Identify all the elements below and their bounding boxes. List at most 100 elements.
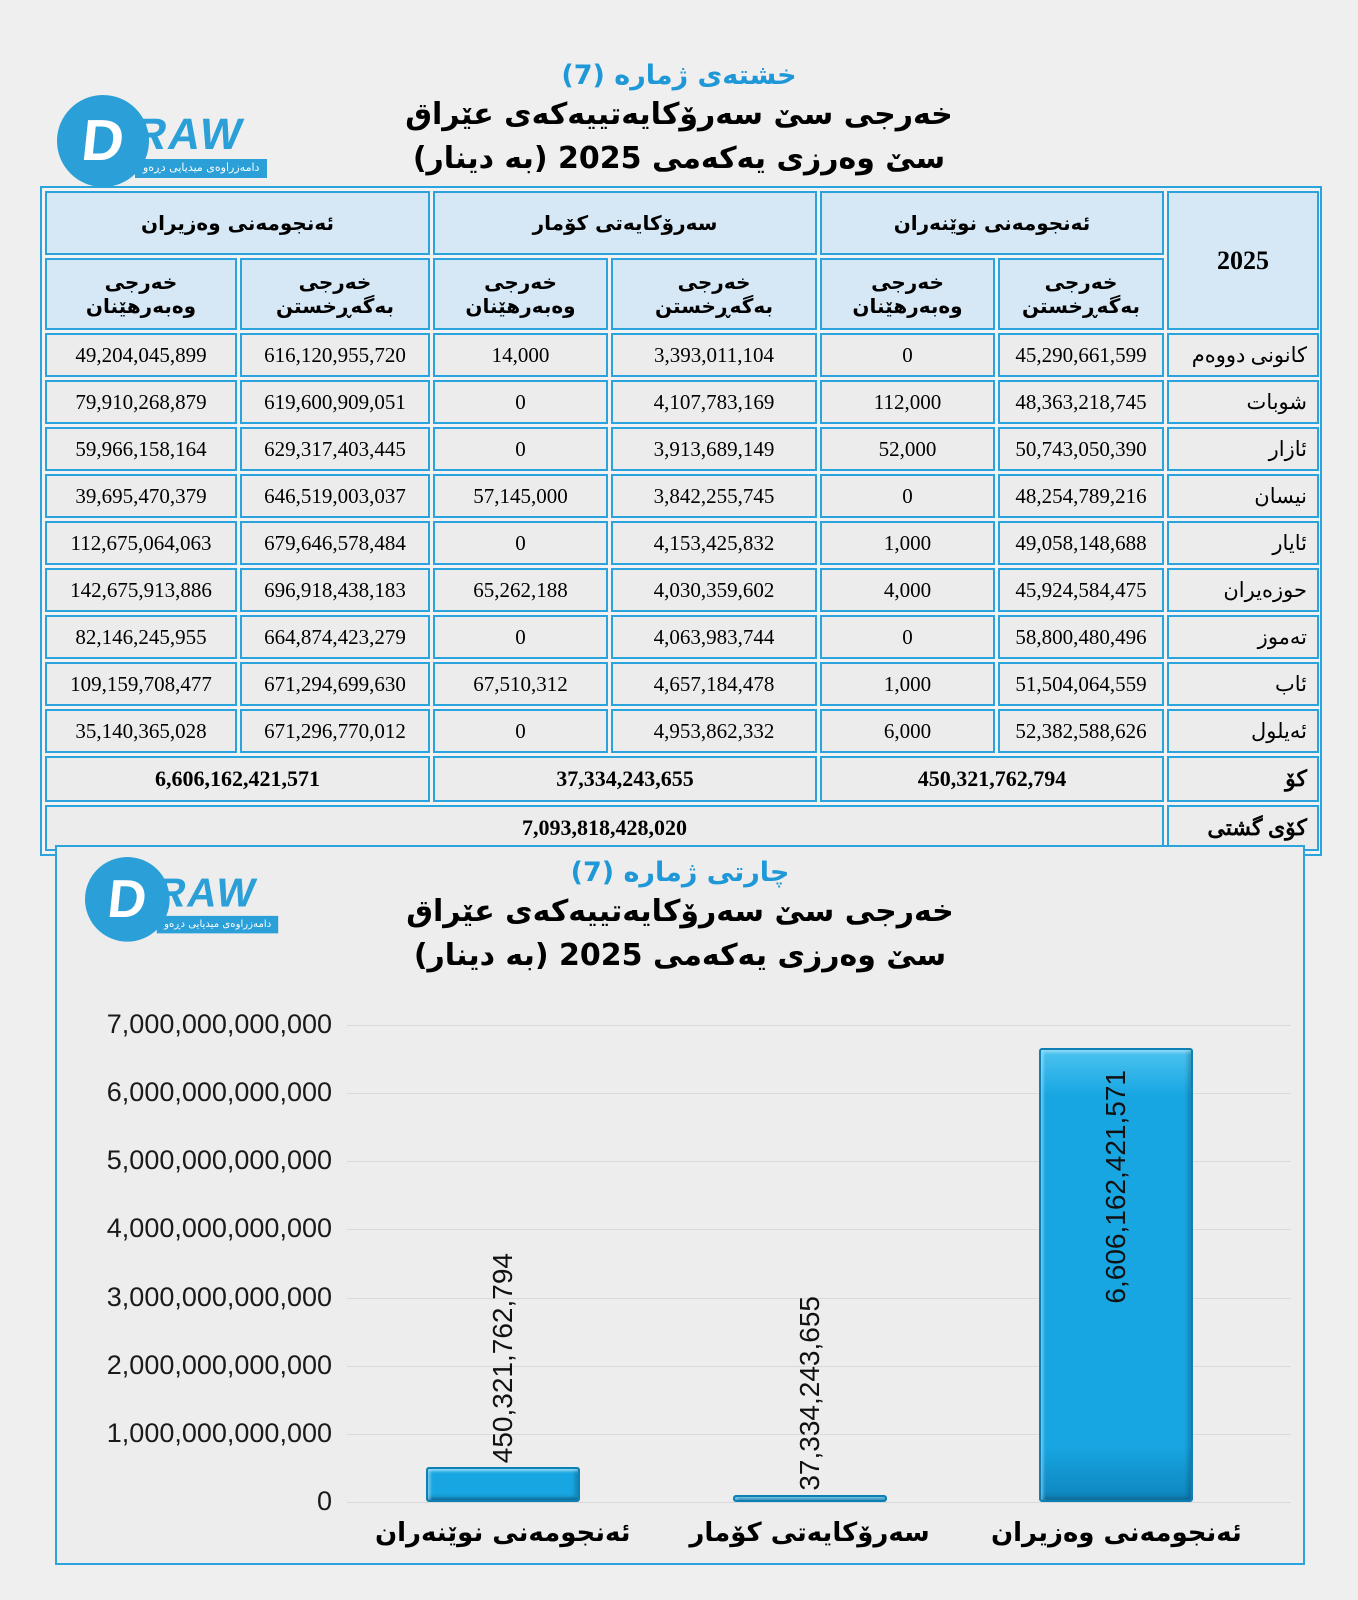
y-tick-label: 0 xyxy=(316,1486,332,1516)
gridline xyxy=(347,1161,1291,1163)
expenditure-table: ئەنجومەنی وەزیران سەرۆکایەتی کۆمار ئەنجو… xyxy=(42,188,1322,854)
month-cell: ئازار xyxy=(1167,427,1320,471)
table-cell: 65,262,188 xyxy=(433,568,609,612)
sub-header-wazeran-operate: خەرجی بەگەڕخستن xyxy=(240,258,431,330)
table-cell: 49,204,045,899 xyxy=(45,333,237,377)
table-cell: 3,842,255,745 xyxy=(611,474,818,518)
table-cell: 619,600,909,051 xyxy=(240,380,431,424)
expenditure-table-wrap: ئەنجومەنی وەزیران سەرۆکایەتی کۆمار ئەنجو… xyxy=(40,186,1322,856)
month-cell: حوزەیران xyxy=(1167,568,1320,612)
month-cell: کانونی دووەم xyxy=(1167,333,1320,377)
table-cell: 57,145,000 xyxy=(433,474,609,518)
table-cell: 45,290,661,599 xyxy=(998,333,1165,377)
table-title-line1: خەرجی سێ سەرۆکایەتییەکەی عێراق xyxy=(405,97,953,133)
table-cell: 679,646,578,484 xyxy=(240,521,431,565)
table-cell: 4,063,983,744 xyxy=(611,615,818,659)
total-nweneran: 450,321,762,794 xyxy=(820,756,1165,802)
table-cell: 49,058,148,688 xyxy=(998,521,1165,565)
bar-2 xyxy=(732,1495,887,1502)
table-body: 49,204,045,899 616,120,955,720 14,000 3,393… xyxy=(45,333,1320,753)
gridline xyxy=(347,1025,1291,1026)
chart-box: D RAW دامەزراوەی میدیایی دڕەو چارتی ژمار… xyxy=(55,845,1305,1565)
bar-chart-plot: 450,321,762,794 37,334,243,655 6,606,162,4… xyxy=(347,1025,1291,1503)
table-cell: 616,120,955,720 xyxy=(240,333,431,377)
table-cell: 51,504,064,559 xyxy=(998,662,1165,706)
table-cell: 0 xyxy=(433,427,609,471)
y-tick-label: 5,000,000,000,000 xyxy=(106,1145,332,1176)
table-cell: 67,510,312 xyxy=(433,662,609,706)
table-cell: 0 xyxy=(433,521,609,565)
totals-row-label: کۆ xyxy=(1167,756,1320,802)
month-cell: ئاب xyxy=(1167,662,1320,706)
gridline xyxy=(347,1229,1291,1231)
sub-header-nweneran-operate: خەرجی بەگەڕخستن xyxy=(998,258,1165,330)
chart-title-line2: سێ وەرزی یەکەمی 2025 (بە دینار) xyxy=(413,937,947,973)
x-axis-category-label: ئەنجومەنی وەزیران xyxy=(990,1518,1242,1548)
table-cell: 4,000 xyxy=(820,568,996,612)
table-cell: 4,657,184,478 xyxy=(611,662,818,706)
chart-badge-title: چارتی ژماره (7) xyxy=(570,857,790,888)
table-cell: 646,519,003,037 xyxy=(240,474,431,518)
table-title-line2: سێ وەرزی یەکەمی 2025 (بە دینار) xyxy=(412,140,946,176)
table-row: 82,146,245,955 664,874,423,279 0 4,063,983,… xyxy=(45,615,1320,659)
draw-logo-tagline: دامەزراوەی میدیایی دڕەو xyxy=(135,159,268,178)
table-cell: 1,000 xyxy=(820,521,996,565)
y-tick-label: 6,000,000,000,000 xyxy=(106,1077,332,1108)
month-cell: ئەیلول xyxy=(1167,709,1320,753)
table-row: 59,966,158,164 629,317,403,445 0 3,913,689,… xyxy=(45,427,1320,471)
table-cell: 39,695,470,379 xyxy=(45,474,237,518)
draw-logo-disc: D xyxy=(57,95,149,187)
bar-3 xyxy=(1039,1047,1194,1502)
table-row: 49,204,045,899 616,120,955,720 14,000 3,393… xyxy=(45,333,1320,377)
totals-row: 6,606,162,421,571 37,334,243,655 450,321… xyxy=(45,756,1320,802)
month-cell: شوبات xyxy=(1167,380,1320,424)
total-komar: 37,334,243,655 xyxy=(433,756,818,802)
group-header-komar: سەرۆکایەتی کۆمار xyxy=(433,191,818,255)
table-cell: 4,953,862,332 xyxy=(611,709,818,753)
sub-header-nweneran-invest: خەرجی وەبەرهێنان xyxy=(820,258,996,330)
month-cell: ئایار xyxy=(1167,521,1320,565)
table-cell: 0 xyxy=(820,474,996,518)
table-badge-title: خشتەی ژماره (7) xyxy=(561,60,797,91)
total-wazeran: 6,606,162,421,571 xyxy=(45,756,431,802)
table-cell: 14,000 xyxy=(433,333,609,377)
table-cell: 629,317,403,445 xyxy=(240,427,431,471)
table-cell: 52,382,588,626 xyxy=(998,709,1165,753)
table-cell: 696,918,438,183 xyxy=(240,568,431,612)
table-cell: 112,000 xyxy=(820,380,996,424)
table-cell: 0 xyxy=(433,380,609,424)
table-row: 79,910,268,879 619,600,909,051 0 4,107,783,… xyxy=(45,380,1320,424)
table-cell: 4,030,359,602 xyxy=(611,568,818,612)
gridline xyxy=(347,1093,1291,1095)
table-cell: 109,159,708,477 xyxy=(45,662,237,706)
table-cell: 35,140,365,028 xyxy=(45,709,237,753)
table-cell: 48,254,789,216 xyxy=(998,474,1165,518)
table-cell: 671,296,770,012 xyxy=(240,709,431,753)
table-cell: 59,966,158,164 xyxy=(45,427,237,471)
table-row: 142,675,913,886 696,918,438,183 65,262,188… xyxy=(45,568,1320,612)
year-header: 2025 xyxy=(1167,191,1320,330)
y-tick-label: 2,000,000,000,000 xyxy=(106,1349,332,1380)
group-header-nweneran: ئەنجومەنی نوێنەران xyxy=(820,191,1165,255)
gridline xyxy=(347,1365,1291,1367)
sub-header-komar-operate: خەرجی بەگەڕخستن xyxy=(611,258,818,330)
table-cell: 4,153,425,832 xyxy=(611,521,818,565)
table-cell: 58,800,480,496 xyxy=(998,615,1165,659)
table-cell: 6,000 xyxy=(820,709,996,753)
bar-1 xyxy=(425,1467,580,1502)
table-cell: 52,000 xyxy=(820,427,996,471)
table-cell: 50,743,050,390 xyxy=(998,427,1165,471)
draw-logo-tagline: دامەزراوەی میدیایی دڕەو xyxy=(156,915,279,933)
table-cell: 0 xyxy=(820,615,996,659)
table-cell: 142,675,913,886 xyxy=(45,568,237,612)
table-row: 35,140,365,028 671,296,770,012 0 4,953,862,… xyxy=(45,709,1320,753)
table-cell: 79,910,268,879 xyxy=(45,380,237,424)
month-cell: نیسان xyxy=(1167,474,1320,518)
table-row: 39,695,470,379 646,519,003,037 57,145,000 3… xyxy=(45,474,1320,518)
table-row: 112,675,064,063 679,646,578,484 0 4,153,425… xyxy=(45,521,1320,565)
sub-header-wazeran-invest: خەرجی وەبەرهێنان xyxy=(45,258,237,330)
table-cell: 671,294,699,630 xyxy=(240,662,431,706)
table-cell: 664,874,423,279 xyxy=(240,615,431,659)
gridline xyxy=(347,1433,1291,1435)
sub-header-komar-invest: خەرجی وەبەرهێنان xyxy=(433,258,609,330)
